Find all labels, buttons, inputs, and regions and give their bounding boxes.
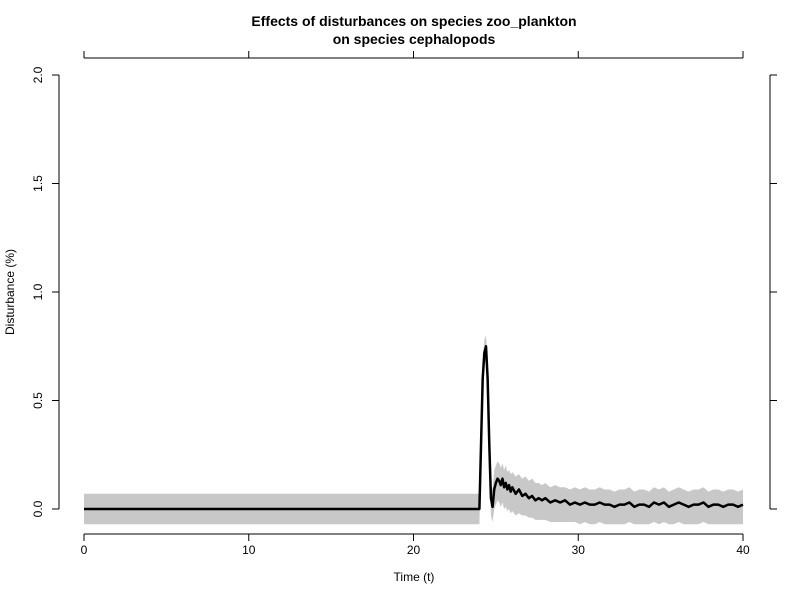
- y-tick-label: 2.0: [31, 66, 45, 83]
- x-tick-label: 10: [242, 543, 256, 557]
- x-tick-label: 0: [81, 543, 88, 557]
- chart-title: Effects of disturbances on species zoo_p…: [251, 13, 576, 29]
- confidence-band-layer: [84, 335, 743, 525]
- y-tick-label: 0.0: [31, 500, 45, 517]
- series-line: [84, 345, 744, 511]
- x-tick-label: 20: [407, 543, 421, 557]
- x-tick-label: 30: [572, 543, 586, 557]
- top-axis: [83, 51, 744, 59]
- confidence-band: [84, 335, 743, 525]
- right-axis: [769, 74, 777, 510]
- y-tick-label: 0.5: [31, 392, 45, 409]
- series-line-layer: [84, 345, 744, 511]
- left-axis: 0.0 0.5 1.0 1.5 2.0: [31, 66, 60, 517]
- y-axis-label: Disturbance (%): [3, 249, 17, 335]
- y-tick-label: 1.5: [31, 175, 45, 192]
- x-axis-label: Time (t): [394, 570, 435, 584]
- y-tick-label: 1.0: [31, 283, 45, 300]
- bottom-axis: 0 10 20 30 40: [81, 533, 750, 557]
- x-tick-label: 40: [736, 543, 750, 557]
- chart-subtitle: on species cephalopods: [333, 31, 496, 47]
